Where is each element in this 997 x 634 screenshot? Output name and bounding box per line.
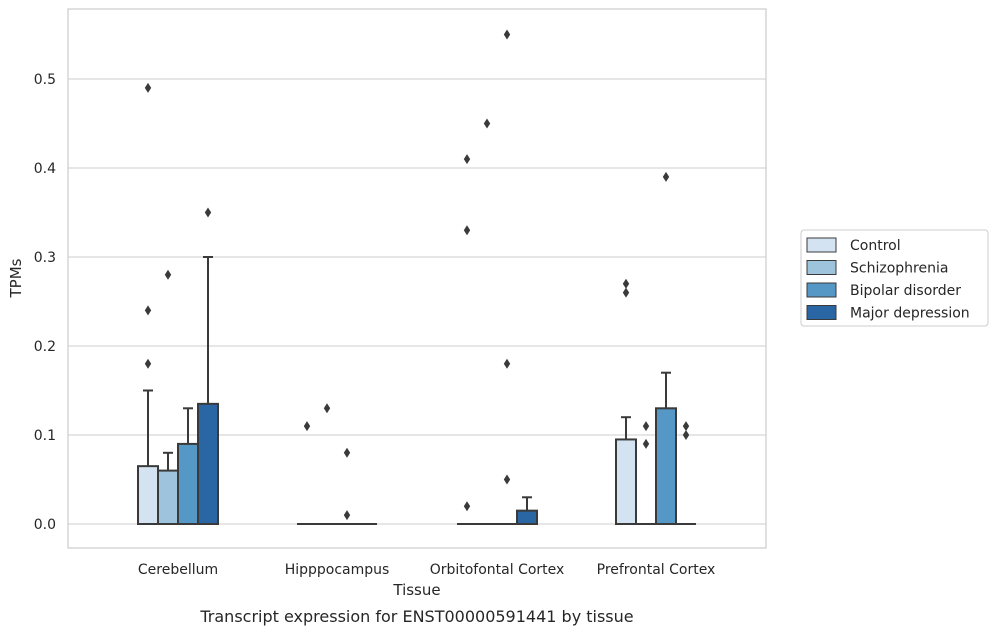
box-schizophrenia: [157, 269, 179, 526]
outlier-point: [682, 421, 690, 432]
outlier-point: [463, 154, 471, 165]
box-control: [297, 421, 317, 525]
y-axis-title: TPMs: [7, 258, 25, 298]
outlier-point: [503, 474, 511, 485]
outlier-point: [343, 447, 351, 458]
outlier-point: [463, 225, 471, 236]
x-tick-label: Cerebellum: [138, 562, 218, 578]
legend-label: Control: [850, 238, 901, 254]
outlier-point: [144, 82, 152, 93]
outlier-point: [642, 438, 650, 449]
x-axis-ticks: Cerebellum Hipppocampus Orbitofontal Corte…: [138, 562, 715, 578]
y-tick-label: 0.2: [34, 339, 56, 355]
box-body: [615, 438, 637, 526]
legend-label: Schizophrenia: [850, 261, 948, 277]
legend-frame: [800, 229, 989, 327]
legend-swatch: [806, 237, 837, 253]
x-axis-title: Tissue: [392, 581, 440, 599]
box-major-depression: [516, 496, 538, 525]
outlier-point: [343, 510, 351, 521]
legend-label: Major depression: [850, 306, 970, 322]
box-schizophrenia: [317, 403, 337, 525]
y-tick-label: 0.1: [34, 428, 56, 444]
x-tick-label: Orbitofontal Cortex: [430, 562, 565, 578]
plot-frame: [67, 8, 767, 549]
outlier-point: [662, 171, 670, 182]
legend-swatch: [806, 282, 837, 298]
box-body: [177, 442, 199, 525]
legend-swatch: [806, 305, 837, 320]
y-tick-label: 0.3: [34, 250, 56, 266]
outlier-point: [303, 421, 311, 432]
box-body: [516, 509, 538, 525]
outlier-point: [144, 358, 152, 369]
outlier-point: [503, 358, 511, 369]
legend: Control Schizophrenia Bipolar disorder Majo…: [800, 229, 989, 327]
outlier-point: [622, 287, 630, 298]
box-control: [615, 278, 637, 526]
box-body: [137, 465, 159, 525]
outlier-point: [204, 207, 212, 218]
box-bipolar-disorder: [497, 29, 517, 525]
outlier-point: [323, 403, 331, 414]
box-bipolar-disorder: [655, 171, 677, 525]
y-tick-label: 0.4: [34, 161, 56, 177]
y-tick-label: 0.0: [34, 517, 56, 533]
box-body: [157, 469, 179, 526]
box-control: [137, 82, 159, 525]
x-tick-label: Hipppocampus: [285, 562, 390, 578]
box-bipolar-disorder: [177, 407, 199, 525]
outlier-point: [622, 278, 630, 289]
box-body: [655, 407, 677, 525]
box-control: [457, 154, 477, 525]
box-major-depression: [197, 207, 219, 526]
x-tick-label: Prefrontal Cortex: [597, 562, 716, 578]
outlier-point: [483, 118, 491, 129]
plot-area: [137, 29, 696, 526]
outlier-point: [463, 501, 471, 512]
box-schizophrenia: [636, 421, 656, 525]
outlier-point: [642, 421, 650, 432]
y-axis-ticks: 0.0 0.1 0.2 0.3 0.4 0.5: [34, 72, 56, 533]
box-body: [197, 402, 219, 526]
outlier-point: [164, 269, 172, 280]
outlier-point: [144, 305, 152, 316]
box-bipolar-disorder: [337, 447, 357, 525]
y-tick-label: 0.5: [34, 72, 56, 88]
outlier-point: [503, 29, 511, 40]
box-major-depression: [676, 421, 696, 525]
legend-swatch: [806, 260, 837, 275]
outlier-point: [682, 430, 690, 440]
legend-label: Bipolar disorder: [850, 283, 961, 299]
chart-caption: Transcript expression for ENST0000059144…: [199, 607, 633, 626]
box-schizophrenia: [477, 118, 497, 525]
